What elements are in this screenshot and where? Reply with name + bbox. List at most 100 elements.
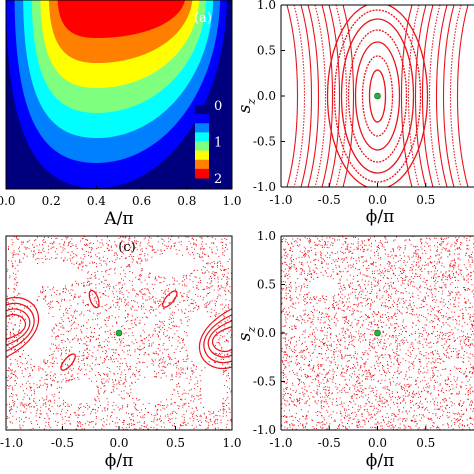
- small-island: [162, 290, 178, 308]
- y-label-main-b: s: [235, 104, 255, 113]
- y-tick-label: 0.5: [257, 44, 276, 58]
- island-orbit-left: [6, 302, 35, 352]
- small-island: [60, 353, 76, 371]
- x-ticks-c: -1.0 -0.5 0.0 0.5 1.0: [0, 426, 242, 450]
- x-tick-label: -1.0: [269, 436, 292, 450]
- heatmap-band-7: [57, 0, 186, 38]
- y-axis-label-d: sz: [235, 327, 258, 342]
- orbit-libration: [333, 9, 422, 183]
- panel-b: 1.0 0.5 0.0 -0.5 -1.0 -1.0 -0.5 0.0 0.5 sz ϕ/π: [235, 0, 474, 227]
- x-axis-label-b: ϕ/π: [366, 207, 395, 227]
- island-orbit-right: [207, 320, 232, 358]
- y-tick-label: -1.0: [253, 180, 276, 194]
- x-tick-label: -0.5: [51, 436, 74, 450]
- y-tick-label: 0.0: [257, 326, 276, 340]
- x-axis-label-c: ϕ/π: [105, 451, 134, 471]
- orbit-rotation-right: [435, 5, 448, 187]
- x-tick-label: 0.8: [177, 194, 196, 208]
- orbit-rotation-left: [286, 5, 299, 187]
- orbit-libration: [340, 18, 415, 174]
- island-orbit-right: [203, 314, 232, 364]
- y-label-sub-d: z: [245, 327, 258, 334]
- colorbar-segment: [195, 123, 209, 133]
- x-tick-label: 1.0: [222, 194, 241, 208]
- panel-label-a: (a): [194, 11, 212, 26]
- small-island: [88, 289, 100, 309]
- panel-a: (a) 0 1 2 0.0 0.2 0.4 0.6 0.8 1.0 A/π: [0, 0, 242, 229]
- y-ticks-b: 1.0 0.5 0.0 -0.5 -1.0: [253, 0, 285, 194]
- x-tick-label: 0.5: [416, 436, 435, 450]
- panel-d: 1.0 0.5 0.0 -0.5 -1.0 -1.0 -0.5 0.0 0.5 sz ϕ/π: [235, 229, 474, 471]
- colorbar-tick-label: 0: [214, 99, 222, 114]
- colorbar-segment: [195, 159, 209, 170]
- colorbar-segment: [195, 168, 209, 179]
- orbit-rotation-left: [328, 5, 341, 187]
- orbit-rotation-left: [300, 5, 313, 187]
- y-ticks-d: 1.0 0.5 0.0 -0.5 -1.0: [253, 229, 285, 437]
- y-tick-label: -0.5: [253, 375, 276, 389]
- x-tick-label: 0.5: [166, 436, 185, 450]
- x-tick-label: 0.5: [416, 193, 435, 207]
- phase-portrait-d: [281, 236, 474, 430]
- orbit-libration: [361, 55, 394, 137]
- y-tick-label: -1.0: [253, 423, 276, 437]
- y-tick-label: -0.5: [253, 135, 276, 149]
- x-tick-label: -0.5: [318, 193, 341, 207]
- orbit-libration: [326, 5, 429, 187]
- colorbar-segment: [195, 114, 209, 124]
- y-tick-label: 0.5: [257, 278, 276, 292]
- y-tick-label: 1.0: [257, 0, 276, 12]
- phase-portrait-b: [286, 5, 469, 187]
- y-tick-label: 1.0: [257, 229, 276, 243]
- orbit-libration: [368, 69, 387, 123]
- x-tick-label: -1.0: [269, 193, 292, 207]
- colorbar-segment: [195, 150, 209, 161]
- y-label-sub-b: z: [245, 99, 258, 106]
- x-tick-label: 0.4: [87, 194, 106, 208]
- x-tick-label: 0.0: [0, 194, 16, 208]
- orbit-rotation-right: [400, 5, 413, 187]
- x-tick-label: 1.0: [222, 436, 241, 450]
- panel-a-frame: [5, 0, 233, 190]
- colorbar: [195, 105, 209, 179]
- x-tick-label: 0.0: [109, 436, 128, 450]
- y-axis-label-b: sz: [235, 99, 258, 114]
- orbit-rotation-left: [321, 5, 334, 187]
- island-orbit-right: [198, 308, 232, 369]
- panel-c: (c) -1.0 -0.5 0.0 0.5 1.0 ϕ/π: [0, 235, 242, 471]
- phase-portrait-c: [6, 236, 232, 430]
- island-orbit-left: [6, 313, 27, 340]
- orbit-libration: [347, 29, 408, 163]
- x-axis-label-d: ϕ/π: [366, 451, 395, 471]
- x-tick-label: 0.2: [42, 194, 61, 208]
- colorbar-ticks: 0 1 2: [214, 99, 222, 187]
- x-tick-label: 0.0: [368, 193, 387, 207]
- orbit-rotation-left: [342, 5, 355, 187]
- island-orbit-right: [211, 326, 232, 353]
- y-label-main-d: s: [235, 332, 255, 341]
- x-ticks-a: 0.0 0.2 0.4 0.6 0.8 1.0: [0, 185, 242, 208]
- colorbar-segment: [195, 141, 209, 152]
- island-orbit-left: [6, 308, 31, 346]
- fixed-point: [374, 92, 381, 100]
- x-tick-label: 0.6: [132, 194, 151, 208]
- island-orbit-left: [6, 297, 40, 358]
- fixed-point: [374, 329, 381, 337]
- fixed-point: [115, 329, 123, 337]
- orbit-rotation-left: [307, 5, 320, 187]
- chaotic-sea-c: [6, 236, 232, 430]
- orbit-libration: [354, 41, 401, 151]
- orbit-rotation-right: [421, 5, 434, 187]
- orbit-rotation-right: [414, 5, 427, 187]
- x-axis-label-a: A/π: [103, 209, 133, 229]
- heatmap-plot: [6, 0, 232, 189]
- panel-label-c: (c): [118, 240, 135, 255]
- x-ticks-d: -1.0 -0.5 0.0 0.5: [269, 426, 435, 450]
- orbit-rotation-right: [442, 5, 455, 187]
- colorbar-segment: [195, 132, 209, 142]
- colorbar-segment: [195, 105, 209, 115]
- x-tick-label: -0.5: [318, 436, 341, 450]
- x-tick-label: 0.0: [368, 436, 387, 450]
- x-tick-label: -1.0: [0, 436, 23, 450]
